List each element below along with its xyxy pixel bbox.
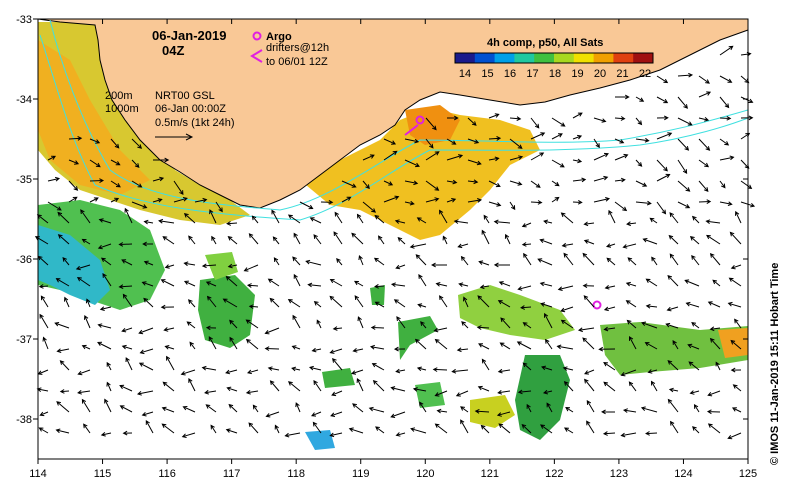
colorbar-tick-label: 18 <box>549 68 561 80</box>
product-label: NRT00 GSL <box>155 90 215 102</box>
time-label: 04Z <box>162 43 184 58</box>
x-tick-label: 114 <box>29 468 47 480</box>
colorbar-tick-label: 15 <box>481 68 493 80</box>
colorbar-segment <box>574 53 594 63</box>
colorbar-segment <box>613 53 633 63</box>
colorbar-tick-label: 22 <box>639 68 651 80</box>
x-tick-label: 118 <box>287 468 305 480</box>
x-tick-label: 116 <box>158 468 176 480</box>
x-tick-label: 122 <box>545 468 563 480</box>
colorbar-tick-label: 14 <box>459 68 471 80</box>
y-tick-label: -38 <box>16 414 32 426</box>
contour-200-label: 200m <box>105 90 133 102</box>
product-time-label: 06-Jan 00:00Z <box>155 103 226 115</box>
colorbar-segment <box>475 53 495 63</box>
colorbar-tick-label: 16 <box>504 68 516 80</box>
x-tick-label: 121 <box>481 468 499 480</box>
colorbar-segment <box>495 53 515 63</box>
colorbar-tick-label: 20 <box>594 68 606 80</box>
y-tick-label: -34 <box>16 94 32 106</box>
x-tick-label: 119 <box>352 468 370 480</box>
x-tick-label: 120 <box>416 468 434 480</box>
x-tick-label: 123 <box>610 468 628 480</box>
colorbar <box>455 53 654 63</box>
colorbar-segment <box>594 53 614 63</box>
colorbar-tick-label: 17 <box>526 68 538 80</box>
y-tick-label: -37 <box>16 334 32 346</box>
colorbar-segment <box>554 53 574 63</box>
credit-label: © IMOS 11-Jan-2019 15:11 Hobart Time <box>769 263 781 465</box>
colorbar-segment <box>514 53 534 63</box>
x-tick-label: 124 <box>674 468 692 480</box>
vector-scale-label: 0.5m/s (1kt 24h) <box>155 117 234 129</box>
y-tick-label: -33 <box>16 14 32 26</box>
y-tick-label: -35 <box>16 174 32 186</box>
date-label: 06-Jan-2019 <box>152 28 226 43</box>
contour-1000-label: 1000m <box>105 103 139 115</box>
y-tick-label: -36 <box>16 254 32 266</box>
x-tick-label: 125 <box>739 468 757 480</box>
colorbar-segment <box>534 53 554 63</box>
colorbar-title: 4h comp, p50, All Sats <box>487 37 603 49</box>
x-tick-label: 115 <box>94 468 112 480</box>
colorbar-ticks: 14 15 16 17 18 19 20 21 22 <box>459 68 651 80</box>
colorbar-segment <box>455 53 475 63</box>
colorbar-segment <box>633 53 653 63</box>
drifter-legend-line1: drifters@12h <box>266 42 329 54</box>
colorbar-tick-label: 19 <box>571 68 583 80</box>
drifter-legend-line2: to 06/01 12Z <box>266 56 328 68</box>
x-tick-label: 117 <box>223 468 241 480</box>
colorbar-tick-label: 21 <box>616 68 628 80</box>
